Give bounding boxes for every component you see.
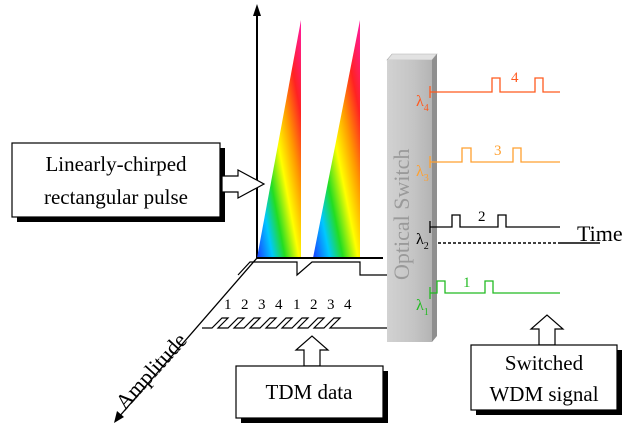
- pulse-callout: Linearly-chirped rectangular pulse: [11, 142, 266, 222]
- amplitude-axis-arrow-icon: [114, 411, 124, 423]
- channel-1-signal: [430, 280, 560, 294]
- tdm-sequence-label: 1: [224, 297, 232, 313]
- amplitude-axis-label: Amplitude: [110, 328, 192, 415]
- pulse-base-profile: [237, 261, 393, 277]
- channel-4: 4 λ4: [416, 70, 560, 114]
- channel-2: 2 λ2: [416, 209, 560, 252]
- channel-1-slot-label: 1: [463, 275, 471, 291]
- tdm-sequence-label: 2: [310, 297, 318, 313]
- tdm-callout-label: TDM data: [266, 380, 354, 404]
- tdm-sequence-label: 3: [327, 297, 335, 313]
- wdm-callout: Switched WDM signal: [470, 314, 622, 415]
- optical-switch-top: [386, 53, 438, 61]
- channel-3: 3 λ3: [416, 143, 560, 184]
- optical-switch-face: [387, 60, 432, 342]
- tdm-sequence-label: 4: [275, 297, 283, 313]
- amplitude-axis: [117, 257, 258, 419]
- tdm-callout-box: [235, 365, 384, 419]
- channel-3-slot-label: 3: [494, 143, 502, 159]
- channel-1-wavelength: λ1: [416, 297, 429, 318]
- tdm-callout: TDM data: [235, 335, 388, 423]
- tdm-callout-arrow-icon: [294, 335, 330, 367]
- optical-switch-side: [432, 54, 437, 342]
- wdm-callout-box: [470, 344, 618, 411]
- chirped-pulse-1: [257, 20, 301, 258]
- tdm-sequence-label: 3: [258, 297, 266, 313]
- optical-switch-label: Optical Switch: [389, 149, 414, 280]
- channel-4-slot-label: 4: [511, 70, 519, 86]
- time-axis-label: Time: [577, 221, 623, 246]
- pulse-callout-box: [11, 142, 221, 218]
- tdm-sequence-label: 4: [344, 297, 352, 313]
- wdm-callout-arrow-icon: [529, 314, 565, 346]
- vertical-axis-arrow-icon: [253, 4, 261, 16]
- pulse-callout-line2: rectangular pulse: [44, 185, 188, 209]
- tdm-waveform: [202, 317, 390, 329]
- channel-2-wavelength: λ2: [416, 231, 429, 252]
- channel-2-signal: [430, 214, 560, 228]
- tdm-sequence-label: 1: [293, 297, 301, 313]
- channel-3-signal: [430, 147, 560, 163]
- wdm-callout-line1: Switched: [505, 351, 584, 375]
- tdm-sequence-labels: 1 2 3 4 1 2 3 4: [224, 297, 352, 313]
- channel-3-wavelength: λ3: [416, 163, 429, 184]
- chirped-pulse-2: [313, 20, 360, 258]
- pulse-callout-arrow-icon: [221, 168, 266, 200]
- channel-2-slot-label: 2: [478, 209, 486, 225]
- channel-4-wavelength: λ4: [416, 93, 429, 114]
- wdm-callout-line2: WDM signal: [489, 382, 598, 406]
- channel-4-signal: [430, 77, 560, 93]
- pulse-callout-line1: Linearly-chirped: [45, 152, 187, 176]
- tdm-sequence-label: 2: [241, 297, 249, 313]
- channel-1: 1 λ1: [416, 275, 560, 318]
